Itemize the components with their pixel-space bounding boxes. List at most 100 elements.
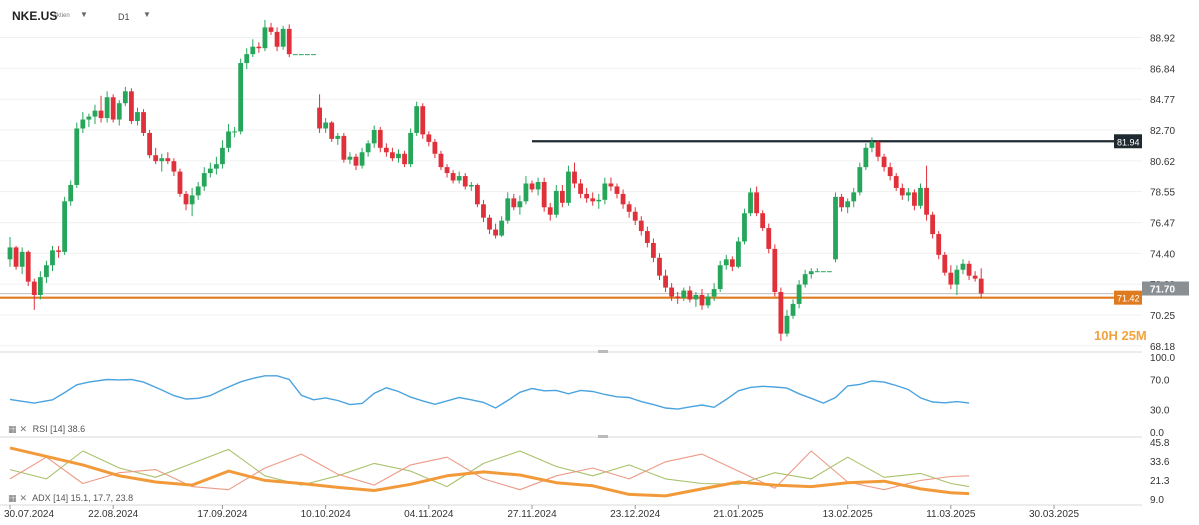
price-tick-label: 78.55 <box>1150 188 1175 199</box>
price-tick-label: 76.47 <box>1150 219 1175 230</box>
level-lines[interactable] <box>0 140 1114 299</box>
candle-body <box>86 116 92 120</box>
candle <box>450 170 456 184</box>
indicator-close-icon[interactable]: ✕ <box>19 493 28 503</box>
candle <box>396 149 401 163</box>
candle-body <box>572 171 577 184</box>
price-tick-label: 88.92 <box>1150 33 1175 44</box>
candle-body <box>966 263 972 276</box>
timeframe-selector[interactable]: D1 <box>118 12 130 22</box>
price-panel-resize-handle[interactable] <box>598 350 608 353</box>
candle <box>584 187 590 203</box>
candle <box>517 195 523 215</box>
candle <box>183 190 189 211</box>
candle <box>365 140 371 157</box>
candle <box>887 162 893 181</box>
adx-value: 15.1, 17.7, 23.8 <box>70 493 134 503</box>
candle-body <box>760 213 766 229</box>
candle <box>626 201 632 218</box>
adx-indicator-label[interactable]: ▦ ✕ ADX [14] 15.1, 17.7, 23.8 <box>8 493 133 504</box>
rsi-series <box>9 375 970 410</box>
candle <box>462 173 468 190</box>
rsi-y-axis: 100.0 70.0 30.0 0.0 <box>1150 353 1175 439</box>
rsi-indicator-label[interactable]: ▦ ✕ RSI [14] 38.6 <box>8 424 85 435</box>
candle <box>50 245 55 272</box>
symbol-dropdown-icon[interactable]: ▼ <box>80 10 88 19</box>
candle <box>201 167 207 191</box>
price-tick-label: 68.18 <box>1150 342 1175 353</box>
candle <box>195 182 201 200</box>
candle-body <box>213 164 219 169</box>
x-tick-label: 30.03.2025 <box>1029 509 1079 520</box>
candle <box>529 180 535 193</box>
candle-body <box>505 198 511 221</box>
candle-body <box>869 141 875 148</box>
candle-body <box>359 152 365 166</box>
candle <box>116 100 122 126</box>
candle-body <box>244 54 250 64</box>
candle-body <box>462 176 468 187</box>
candle-body <box>912 192 917 206</box>
candle-body <box>547 207 553 215</box>
timeframe-dropdown-icon[interactable]: ▼ <box>143 10 151 19</box>
candle-body <box>978 278 984 294</box>
candle <box>827 271 832 273</box>
candle <box>159 153 165 172</box>
current-price-tag <box>1142 281 1189 296</box>
indicator-settings-icon[interactable]: ▦ <box>8 424 17 434</box>
candle <box>207 162 213 178</box>
candle-body <box>268 27 274 32</box>
candle <box>353 153 359 171</box>
adx-y-axis: 45.8 33.6 21.3 9.0 <box>1150 438 1170 506</box>
candle <box>426 131 432 147</box>
candle <box>559 184 565 208</box>
candle-body <box>226 131 231 148</box>
candle-body <box>286 28 292 55</box>
candle-body <box>839 196 844 208</box>
resistance-level-label: 81.94 <box>1117 137 1140 147</box>
candle <box>238 58 244 135</box>
candle-body <box>511 198 517 208</box>
candle-body <box>68 184 74 202</box>
candle-body <box>468 184 474 187</box>
candle <box>19 247 25 275</box>
candle <box>553 184 559 218</box>
candle <box>851 187 857 208</box>
candle <box>723 254 729 270</box>
candle <box>141 109 146 136</box>
candle-body <box>31 281 37 295</box>
candle-body <box>116 103 122 120</box>
candle-body <box>25 251 31 282</box>
candle <box>298 54 304 56</box>
symbol-label[interactable]: NKE.US <box>12 9 58 23</box>
candle <box>905 187 911 202</box>
candle <box>104 91 110 123</box>
candle-body <box>905 192 911 196</box>
candle-body <box>426 134 432 142</box>
candle-body <box>335 135 341 139</box>
candle <box>736 237 741 269</box>
indicator-settings-icon[interactable]: ▦ <box>8 493 17 503</box>
candlestick-series <box>7 19 984 342</box>
candle-body <box>736 241 741 267</box>
candle <box>960 259 966 275</box>
candle-body <box>153 155 159 162</box>
candle <box>226 124 231 153</box>
candle-body <box>171 161 177 172</box>
indicator-close-icon[interactable]: ✕ <box>19 424 28 434</box>
candle <box>766 223 772 254</box>
candle-body <box>383 147 389 153</box>
candle <box>541 177 547 212</box>
candle <box>942 251 948 276</box>
candle-body <box>201 173 207 187</box>
candle-body <box>298 54 304 56</box>
candle <box>232 126 237 138</box>
candle-body <box>147 132 153 156</box>
candle <box>863 143 869 171</box>
rsi-panel-resize-handle[interactable] <box>598 435 608 438</box>
candle <box>499 216 505 238</box>
price-labels: 81.94 71.42 71.70 <box>1114 134 1189 305</box>
current-price-label: 71.70 <box>1150 285 1175 296</box>
candle <box>335 132 341 145</box>
